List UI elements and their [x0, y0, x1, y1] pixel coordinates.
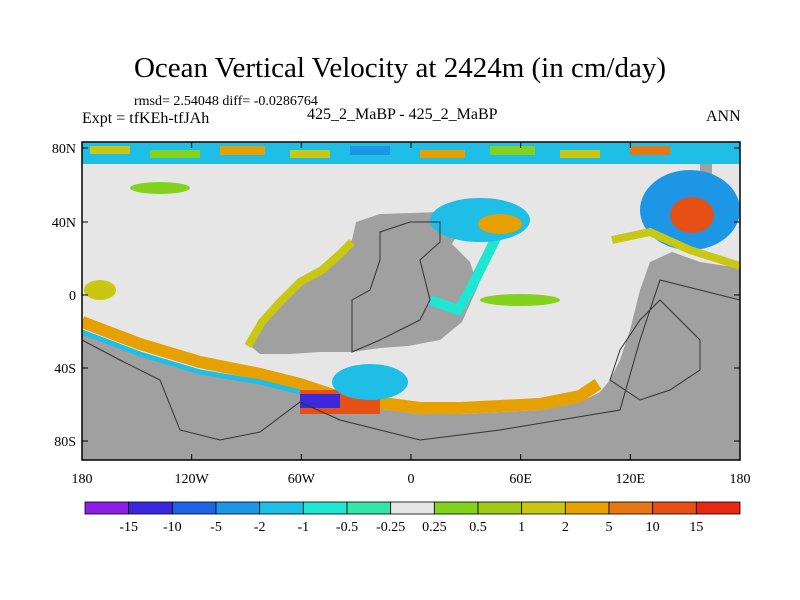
nw-pacific-core [670, 197, 714, 233]
indian-green [480, 294, 560, 306]
colorbar-label: 5 [606, 520, 613, 535]
arctic-band [82, 142, 740, 164]
colorbar-label: 15 [689, 520, 703, 535]
colorbar-label: -10 [163, 520, 182, 535]
colorbar-swatch [171, 501, 217, 515]
colorbar-swatch [302, 501, 348, 515]
colorbar-swatch [608, 501, 654, 515]
colorbar-label: -0.25 [376, 520, 405, 535]
land-antarctica [82, 252, 740, 460]
coastline-south-america [351, 221, 441, 353]
southern-ocean-band-inner [82, 329, 301, 395]
colorbar-swatch [346, 501, 392, 515]
colorbar-swatch [390, 501, 435, 515]
axis-ticks: 180 120W 60W 0 60E 120E 180 80N 40N 0 40S 80S [52, 142, 751, 487]
pacific-east-band [611, 227, 740, 270]
colorbar-label: 2 [562, 520, 569, 535]
colorbar-swatch [433, 501, 479, 515]
mid-atlantic-green [130, 182, 190, 194]
colorbar-swatch [84, 501, 130, 515]
stats-line: rmsd= 2.54048 diff= -0.0286764 [134, 94, 318, 109]
y-tick-label: 80N [52, 142, 76, 157]
colorbar-label: 0.5 [469, 520, 487, 535]
atlantic-band [428, 227, 505, 317]
colorbar-label: 1 [518, 520, 525, 535]
sa-coast-band [244, 239, 355, 349]
colorbar-label: -5 [210, 520, 222, 535]
colorbar-swatch [477, 501, 523, 515]
colorbar-swatch [695, 501, 741, 515]
y-tick-label: 40S [54, 362, 76, 377]
colorbar-label: -15 [119, 520, 138, 535]
drake-anomaly-blue [300, 394, 340, 408]
x-tick-label: 120E [616, 472, 646, 487]
map-field [82, 142, 740, 460]
x-tick-label: 180 [730, 472, 751, 487]
x-tick-label: 0 [408, 472, 415, 487]
y-tick-label: 80S [54, 435, 76, 450]
case-label: 425_2_MaBP - 425_2_MaBP [307, 106, 498, 123]
colorbar-label: 10 [646, 520, 660, 535]
y-tick-label: 40N [52, 216, 76, 231]
land-small-island [380, 268, 420, 292]
x-tick-label: 120W [175, 472, 210, 487]
x-tick-label: 60W [288, 472, 316, 487]
colorbar-swatch [215, 501, 261, 515]
colorbar-swatch [259, 501, 304, 515]
experiment-label: Expt = tfKEh-tfJAh [82, 110, 210, 127]
scotia-anomaly [332, 364, 408, 400]
colorbar-swatch [128, 501, 173, 515]
x-tick-label: 180 [72, 472, 93, 487]
north-atlantic-core [478, 214, 522, 234]
colorbar-swatch [564, 501, 610, 515]
colorbar-label: -2 [254, 520, 266, 535]
colorbar-label: -1 [297, 520, 309, 535]
colorbar-label: -0.5 [336, 520, 358, 535]
colorbar-swatch [521, 501, 566, 515]
y-tick-label: 0 [69, 289, 76, 304]
x-tick-label: 60E [509, 472, 532, 487]
colorbar-label: 0.25 [422, 520, 447, 535]
season-label: ANN [706, 108, 741, 125]
coastline-australia [609, 299, 701, 401]
coastline-antarctica [82, 279, 740, 441]
colorbar: -15 -10 -5 -2 -1 -0.5 -0.25 0.25 0.5 1 2 5 10 15 [84, 501, 741, 535]
colorbar-swatch [652, 501, 697, 515]
east-pacific-green [84, 280, 116, 300]
chart-title: Ocean Vertical Velocity at 2424m (in cm/… [133, 52, 667, 84]
